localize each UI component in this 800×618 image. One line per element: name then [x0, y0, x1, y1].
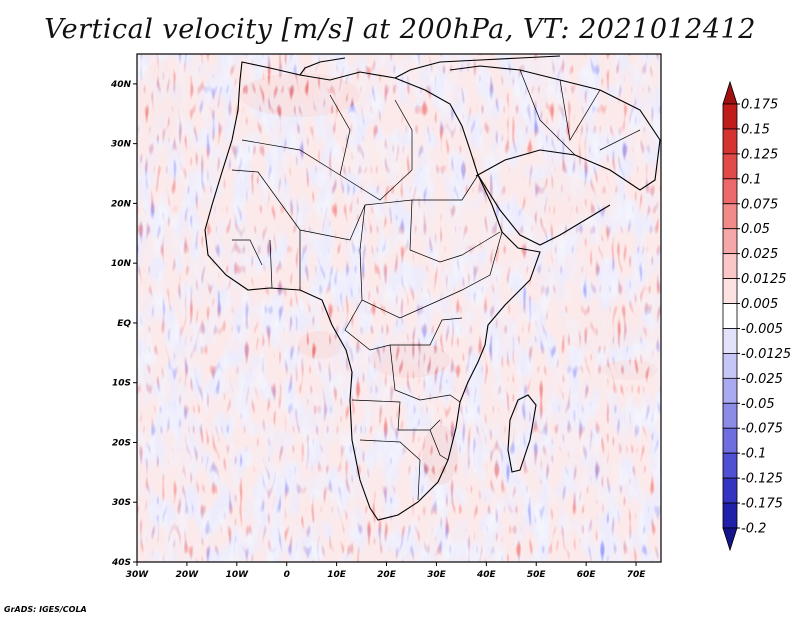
lat-tick-label: 20S	[112, 438, 131, 448]
lon-tick-label: 50E	[527, 570, 547, 580]
colorbar-swatch	[722, 228, 738, 255]
lon-tick-label: 10W	[226, 570, 250, 580]
velocity-field	[137, 54, 661, 562]
colorbar-label: 0.075	[741, 197, 778, 212]
lon-tick-label: 20W	[176, 570, 200, 580]
colorbar-swatch	[722, 203, 738, 230]
lat-tick-label: 20N	[111, 199, 132, 209]
lon-tick-label: 30E	[427, 570, 447, 580]
colorbar-swatch	[722, 328, 738, 354]
lon-tick-label: 0	[284, 570, 290, 580]
colorbar-swatch	[722, 153, 738, 180]
lat-tick-label: 30N	[111, 140, 132, 150]
lon-tick-label: 60E	[577, 570, 597, 580]
colorbar-bottom-triangle	[722, 527, 738, 552]
lat-tick-label: EQ	[117, 319, 131, 329]
colorbar-label: -0.025	[741, 372, 783, 387]
lat-tick-label: 10S	[112, 379, 131, 389]
colorbar-swatch	[722, 178, 738, 205]
colorbar-label: -0.0125	[741, 347, 791, 362]
lon-tick-label: 20E	[377, 570, 397, 580]
colorbar-swatch	[722, 452, 738, 479]
colorbar-swatch	[722, 427, 738, 454]
colorbar-swatch	[722, 477, 738, 504]
colorbar-label: 0.0125	[741, 272, 787, 287]
plot-title: Vertical velocity [m/s] at 200hPa, VT: 2…	[44, 14, 756, 45]
lat-tick-label: 30S	[112, 498, 131, 508]
credit-text: GrADS: IGES/COLA	[4, 605, 87, 614]
colorbar-label: -0.125	[741, 472, 783, 487]
colorbar-swatch	[722, 353, 738, 379]
colorbar-label: -0.075	[741, 422, 783, 437]
colorbar-label: -0.005	[741, 322, 783, 337]
colorbar: 0.175 0.15 0.125 0.1 0.075 0.05 0.025 0.0125 0.0…	[722, 80, 791, 552]
colorbar-top-triangle	[722, 80, 738, 105]
colorbar-label: 0.15	[741, 122, 770, 137]
map-frame	[136, 53, 662, 563]
lat-tick-label: 40S	[111, 558, 131, 568]
colorbar-label: -0.175	[741, 497, 783, 512]
colorbar-label: -0.2	[741, 522, 766, 537]
colorbar-label: -0.1	[741, 447, 766, 462]
lon-tick-label: 70E	[627, 570, 647, 580]
colorbar-swatch	[722, 103, 738, 130]
colorbar-label: 0.1	[741, 172, 762, 187]
lon-tick-label: 10E	[327, 570, 347, 580]
coastlines	[204, 55, 661, 521]
lon-tick-label: 40E	[476, 570, 497, 580]
colorbar-label: 0.125	[741, 147, 778, 162]
lat-tick-label: 10N	[111, 259, 132, 269]
lon-tick-label: 30W	[126, 570, 150, 580]
colorbar-swatch	[722, 502, 738, 529]
lat-tick-label: 40N	[110, 80, 132, 90]
colorbar-label: -0.05	[741, 397, 775, 412]
colorbar-swatch	[722, 377, 738, 404]
colorbar-label: 0.05	[741, 222, 770, 237]
country-borders	[231, 69, 641, 501]
colorbar-swatch	[722, 253, 738, 279]
colorbar-label: 0.175	[741, 98, 778, 113]
colorbar-label: 0.025	[741, 247, 778, 262]
colorbar-label: 0.005	[741, 297, 778, 312]
colorbar-swatch	[722, 303, 738, 329]
map-axes: 30W 20W 10W 0 10E 20E 30E 40E 50E 60E 70E 40N 30N 20N…	[110, 80, 646, 580]
colorbar-swatch	[722, 128, 738, 155]
colorbar-swatch	[722, 278, 738, 304]
colorbar-swatch	[722, 402, 738, 429]
